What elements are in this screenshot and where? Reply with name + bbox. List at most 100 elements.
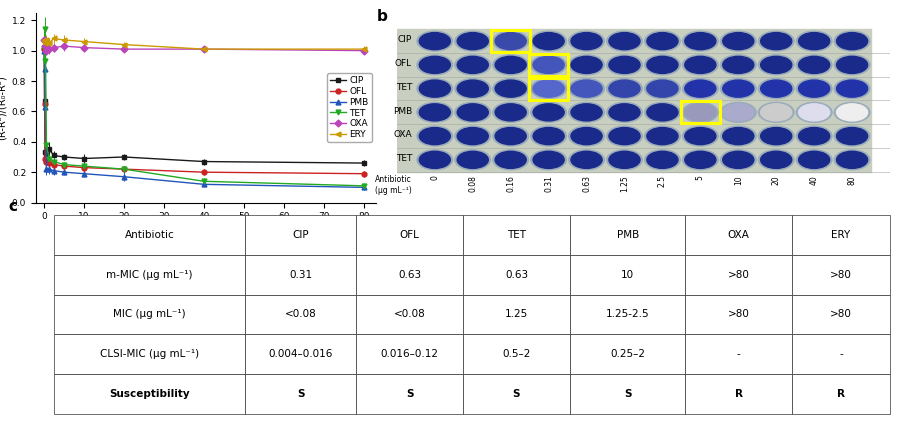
Ellipse shape [761,32,792,50]
Ellipse shape [569,55,604,75]
Text: TET: TET [396,154,412,163]
Ellipse shape [759,31,794,51]
Ellipse shape [571,56,602,73]
Ellipse shape [417,31,452,51]
Text: 80: 80 [848,175,857,185]
Ellipse shape [607,78,642,99]
Ellipse shape [569,150,604,170]
Legend: CIP, OFL, PMB, TET, OXA, ERY: CIP, OFL, PMB, TET, OXA, ERY [327,73,371,142]
Ellipse shape [607,150,642,170]
Ellipse shape [530,103,566,122]
Ellipse shape [455,31,491,51]
Ellipse shape [647,80,678,97]
Ellipse shape [723,80,754,97]
Ellipse shape [458,104,488,121]
Ellipse shape [682,126,718,146]
Ellipse shape [493,31,529,51]
Ellipse shape [571,32,602,50]
Ellipse shape [569,103,604,122]
Ellipse shape [419,56,450,73]
Ellipse shape [759,103,794,122]
Ellipse shape [798,56,830,73]
Ellipse shape [455,126,491,146]
Ellipse shape [837,32,868,50]
Ellipse shape [571,104,602,121]
Ellipse shape [759,55,794,75]
Ellipse shape [533,32,565,50]
Ellipse shape [419,104,450,121]
Ellipse shape [797,150,832,170]
Ellipse shape [798,80,830,97]
Ellipse shape [761,104,792,121]
Ellipse shape [493,55,529,75]
Bar [530,54,568,76]
Ellipse shape [609,80,640,97]
Ellipse shape [685,127,716,145]
Ellipse shape [647,56,678,73]
Ellipse shape [458,151,488,168]
Ellipse shape [645,103,681,122]
Ellipse shape [419,80,450,97]
Text: 20: 20 [771,175,780,185]
Ellipse shape [723,151,754,168]
Bar [681,101,720,123]
Ellipse shape [417,55,452,75]
Ellipse shape [723,104,754,121]
Ellipse shape [759,78,794,99]
Ellipse shape [645,78,681,99]
Ellipse shape [645,150,681,170]
Ellipse shape [685,151,716,168]
Ellipse shape [645,126,681,146]
Ellipse shape [607,55,642,75]
Ellipse shape [530,55,566,75]
Ellipse shape [607,126,642,146]
Ellipse shape [495,104,526,121]
Ellipse shape [834,31,870,51]
Ellipse shape [495,127,526,145]
Bar [492,30,530,52]
Ellipse shape [685,32,716,50]
Ellipse shape [797,126,832,146]
Ellipse shape [417,78,452,99]
Ellipse shape [495,151,526,168]
Ellipse shape [530,150,566,170]
Text: 0: 0 [431,175,440,180]
Ellipse shape [682,55,718,75]
Ellipse shape [798,151,830,168]
Text: OFL: OFL [395,59,412,68]
Ellipse shape [533,104,565,121]
Text: c: c [8,199,17,214]
Y-axis label: (R-Rᵇ)/(R₀-Rᵇ): (R-Rᵇ)/(R₀-Rᵇ) [0,75,6,140]
Ellipse shape [495,32,526,50]
Ellipse shape [495,56,526,73]
Ellipse shape [797,103,832,122]
Bar [396,29,871,172]
Ellipse shape [530,78,566,99]
Ellipse shape [685,104,716,121]
Ellipse shape [419,127,450,145]
Ellipse shape [569,126,604,146]
Ellipse shape [569,31,604,51]
Ellipse shape [723,56,754,73]
Ellipse shape [720,103,756,122]
Ellipse shape [533,56,565,73]
Ellipse shape [837,56,868,73]
Text: PMB: PMB [393,107,412,116]
Ellipse shape [834,126,870,146]
Text: 40: 40 [810,175,819,185]
Ellipse shape [685,80,716,97]
Ellipse shape [607,103,642,122]
Ellipse shape [458,32,488,50]
Ellipse shape [720,31,756,51]
Ellipse shape [455,55,491,75]
Ellipse shape [647,104,678,121]
Ellipse shape [609,151,640,168]
Ellipse shape [682,78,718,99]
Ellipse shape [533,127,565,145]
Ellipse shape [798,32,830,50]
Ellipse shape [797,55,832,75]
Ellipse shape [607,31,642,51]
Ellipse shape [533,80,565,97]
Ellipse shape [417,103,452,122]
Ellipse shape [419,32,450,50]
